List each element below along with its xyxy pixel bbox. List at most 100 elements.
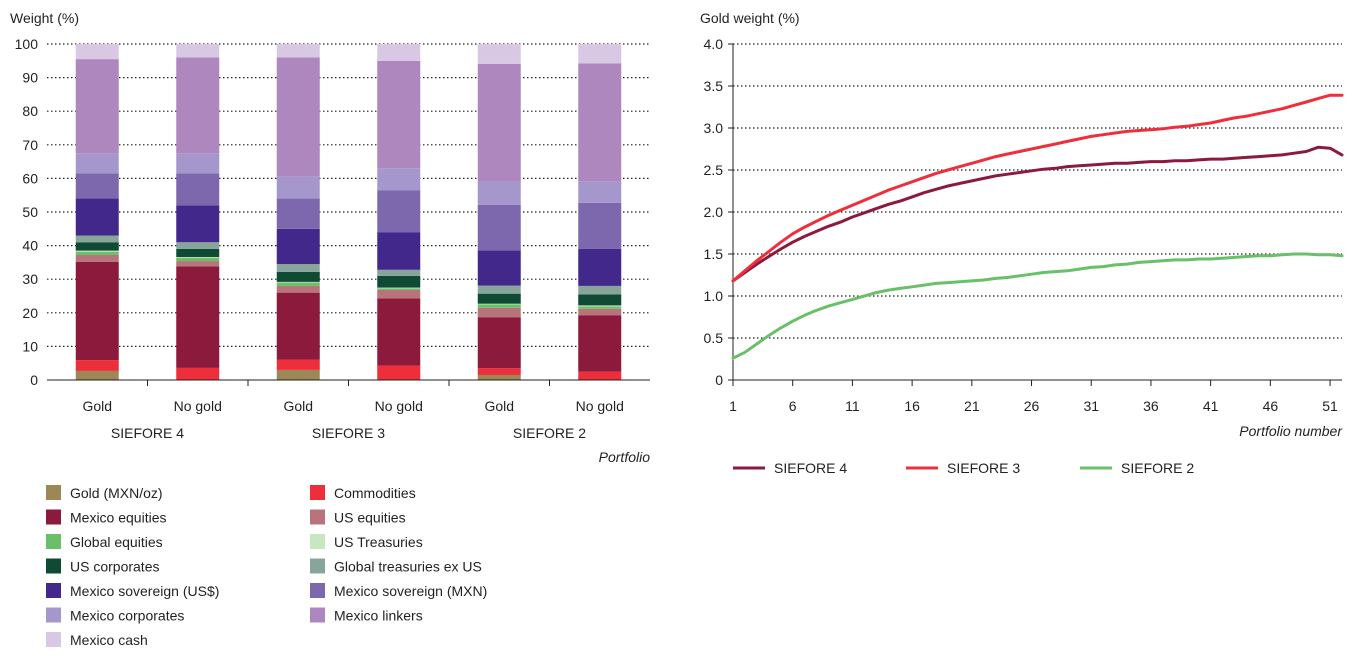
legend-label: US Treasuries: [334, 534, 423, 550]
right-y-tick-label: 3.0: [704, 120, 724, 136]
bar-segment: [578, 305, 622, 307]
bar-segment: [578, 371, 622, 380]
legend-label: Mexico corporates: [70, 608, 184, 624]
bar-segment: [377, 298, 421, 366]
bar-segment: [477, 368, 521, 375]
bar-segment: [276, 176, 320, 199]
right-y-tick-label: 3.5: [704, 78, 724, 94]
left-group-label: SIEFORE 4: [111, 425, 184, 441]
bar-segment: [276, 282, 320, 286]
left-x-tick-label: No gold: [375, 398, 423, 414]
bar-segment: [176, 44, 220, 58]
legend-label: US corporates: [70, 559, 159, 575]
right-y-tick-label: 0.5: [704, 330, 724, 346]
bar-segment: [176, 367, 220, 380]
left-y-tick-label: 0: [30, 372, 38, 388]
legend-label: Gold (MXN/oz): [70, 485, 163, 501]
legend-label: Commodities: [334, 485, 416, 501]
left-y-tick-label: 50: [22, 204, 38, 220]
bar-segment: [377, 168, 421, 191]
bar-segment: [377, 60, 421, 169]
bar-segment: [377, 44, 421, 61]
bar-segment: [578, 44, 622, 64]
legend-swatch: [310, 607, 325, 623]
left-y-axis-title: Weight (%): [10, 10, 79, 26]
stacked-bar-chart: Weight (%) 0 10 20 30 40 50 60 70 80 90 100 Gold No…: [10, 10, 650, 648]
bar-segment: [75, 360, 119, 371]
right-y-tick-label: 0: [715, 372, 723, 388]
bar-segment: [578, 202, 622, 249]
legend-swatch: [46, 485, 61, 500]
legend-label: Mexico sovereign (US$): [70, 583, 219, 599]
left-y-tick-label: 100: [15, 36, 39, 52]
bar-segment: [276, 369, 320, 380]
legend-label: Global equities: [70, 534, 163, 550]
legend-label: SIEFORE 3: [947, 460, 1020, 476]
left-y-tick-label: 80: [22, 103, 38, 119]
bar-segment: [578, 285, 622, 295]
legend-label: Global treasuries ex US: [334, 559, 482, 575]
bar-segment: [75, 198, 119, 236]
bar-segment: [477, 44, 521, 64]
right-y-tick-label: 1.5: [704, 246, 724, 262]
series-line: [731, 145, 1344, 283]
bar-segment: [75, 261, 119, 361]
bar-segment: [377, 232, 421, 270]
left-y-tick-label: 10: [22, 338, 38, 354]
left-x-tick-label: No gold: [576, 398, 624, 414]
bar-segment: [276, 285, 320, 293]
right-x-tick-label: 6: [789, 398, 797, 414]
right-y-tick-label: 2.5: [704, 162, 724, 178]
bar-segment: [75, 153, 119, 174]
bar-segment: [176, 205, 220, 243]
bar-segment: [477, 181, 521, 205]
left-x-tick-label: No gold: [174, 398, 222, 414]
legend-label: Mexico equities: [70, 510, 167, 526]
bar-segment: [276, 44, 320, 58]
bar-segment: [377, 365, 421, 380]
bar-segment: [176, 261, 220, 267]
bar-segment: [578, 306, 622, 309]
bar-segment: [377, 269, 421, 276]
bar-segment: [276, 264, 320, 272]
bar-segment: [75, 250, 119, 252]
left-y-tick-label: 70: [22, 137, 38, 153]
legend-label: SIEFORE 4: [774, 460, 847, 476]
right-y-tick-label: 2.0: [704, 204, 724, 220]
right-x-tick-label: 16: [904, 398, 920, 414]
series-line: [731, 93, 1344, 283]
bar-segment: [477, 63, 521, 182]
left-y-tick-label: 20: [22, 305, 38, 321]
bar-segment: [377, 190, 421, 233]
legend-swatch: [46, 534, 61, 549]
bar-segment: [276, 359, 320, 370]
legend-label: Mexico cash: [70, 632, 148, 648]
bar-segment: [176, 257, 220, 258]
bar-segment: [75, 370, 119, 380]
left-group-label: SIEFORE 3: [312, 425, 385, 441]
right-x-tick-label: 41: [1203, 398, 1219, 414]
bar-segment: [477, 250, 521, 286]
bar-segment: [578, 181, 622, 203]
left-group-label: SIEFORE 2: [513, 425, 586, 441]
right-y-tick-label: 4.0: [704, 36, 724, 52]
legend-swatch: [46, 632, 61, 647]
bar-segment: [276, 57, 320, 177]
legend-swatch: [310, 534, 325, 549]
bar-segment: [75, 255, 119, 262]
bar-segment: [75, 242, 119, 251]
right-x-tick-label: 26: [1024, 398, 1040, 414]
legend-swatch: [310, 485, 325, 500]
bar-segment: [377, 275, 421, 288]
bar-segment: [578, 63, 622, 182]
bar-segment: [377, 289, 421, 299]
bar-segment: [377, 287, 421, 289]
left-x-tick-label: Gold: [283, 398, 313, 414]
left-x-tick-label: Gold: [484, 398, 514, 414]
bar-segment: [75, 59, 119, 154]
bar-segment: [176, 153, 220, 174]
bar-segment: [578, 315, 622, 372]
legend-swatch: [310, 583, 325, 598]
bar-segment: [75, 173, 119, 199]
